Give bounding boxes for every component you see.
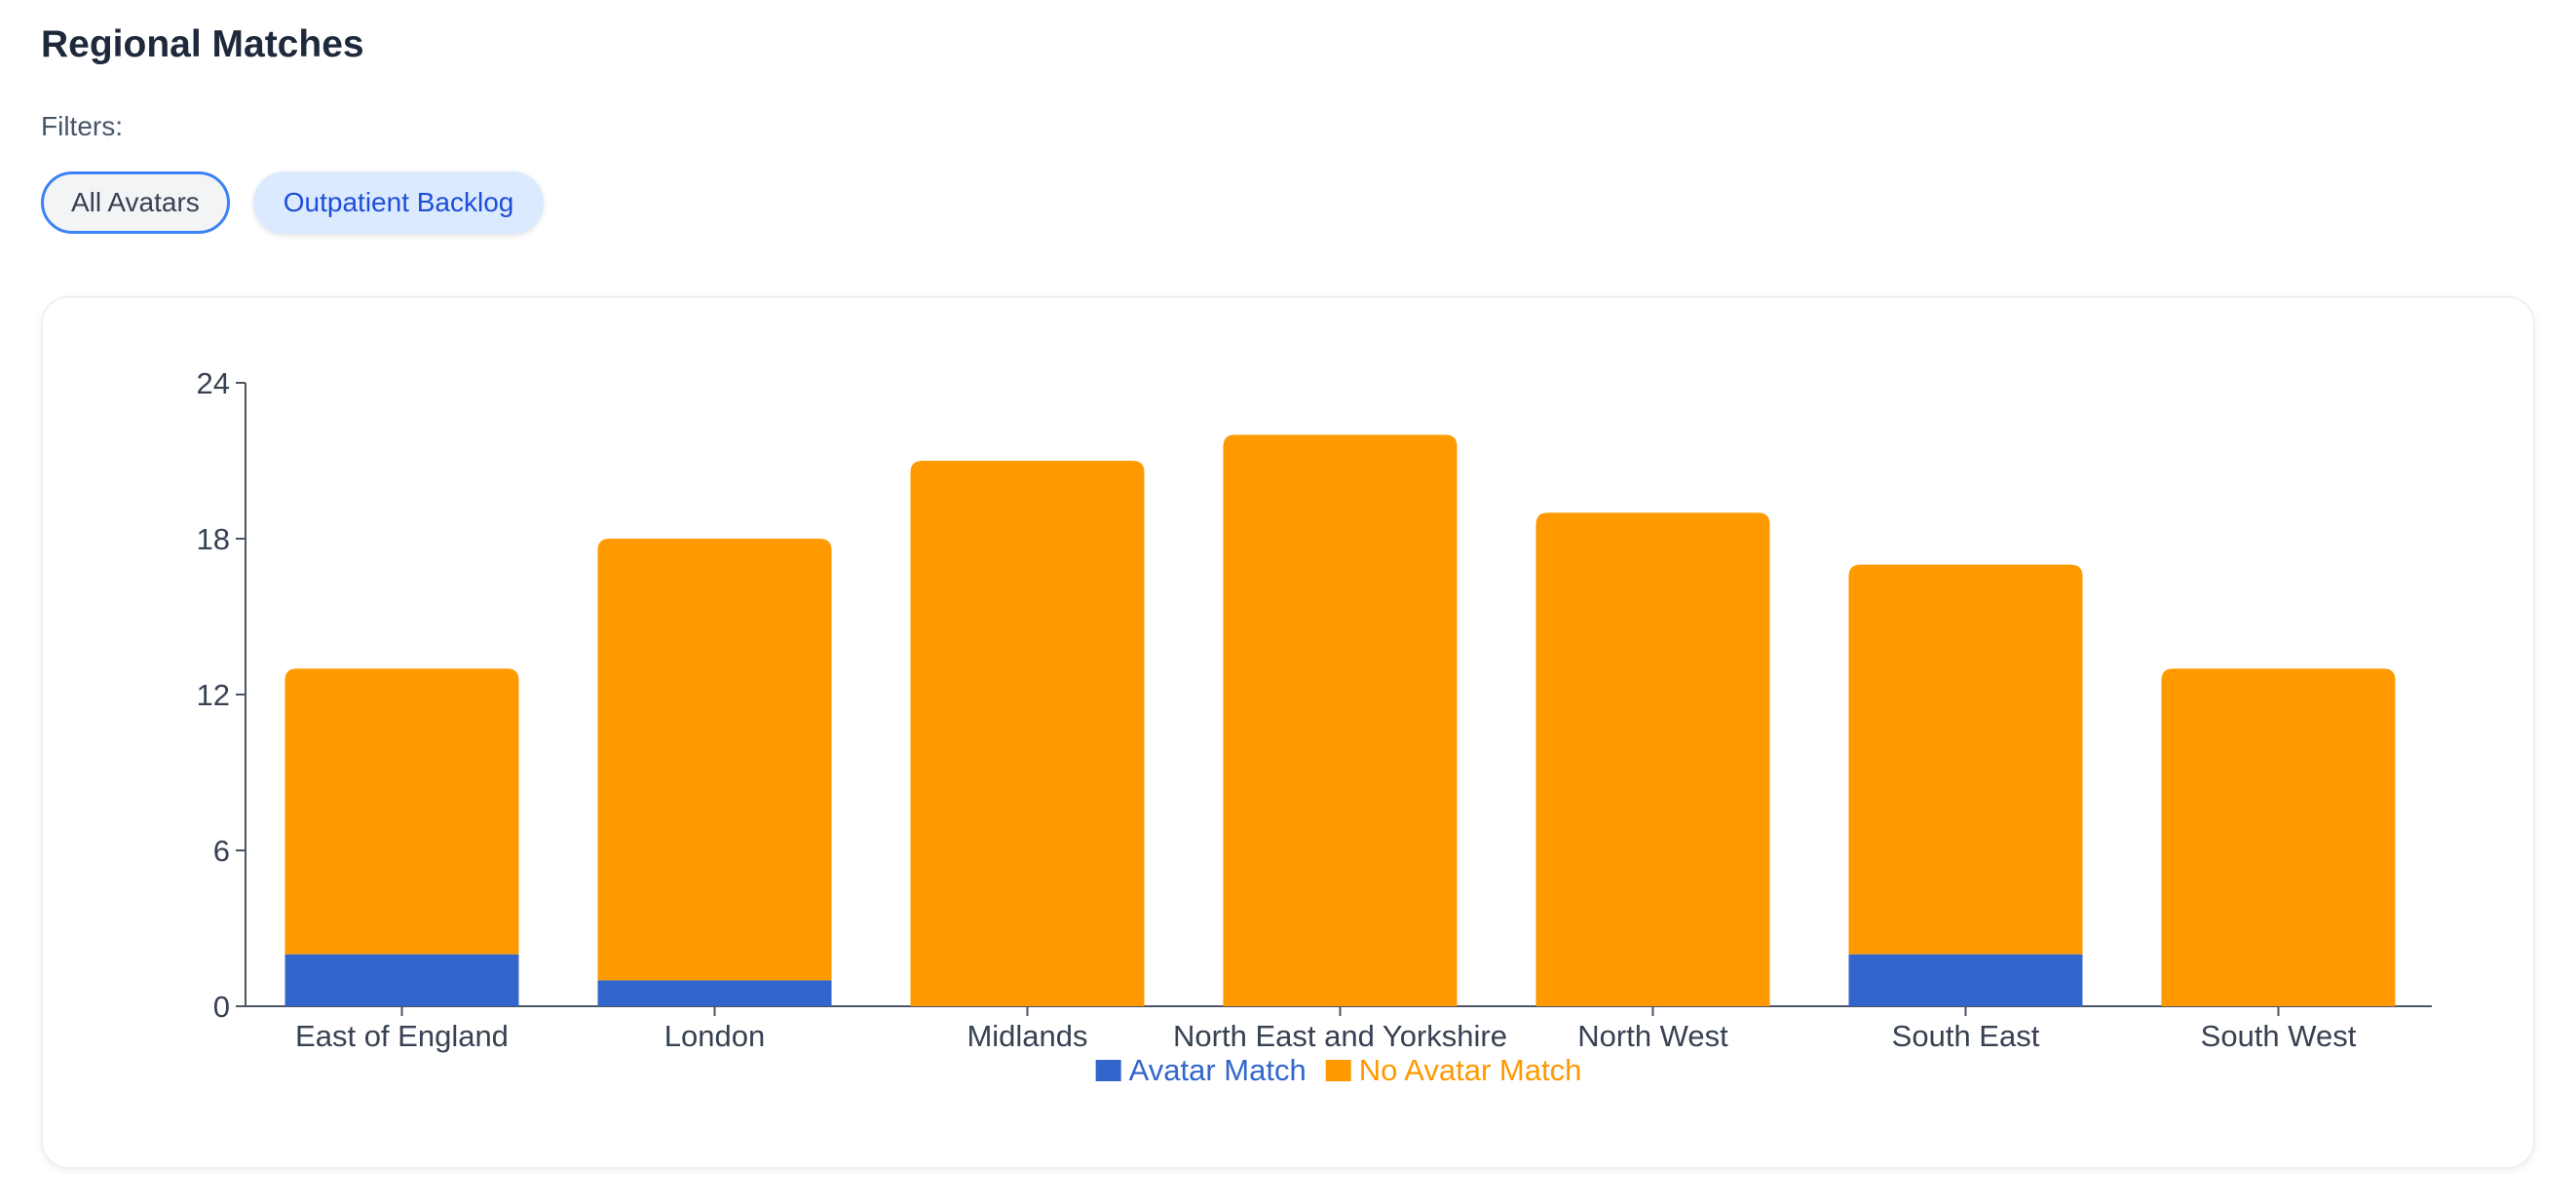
filter-chip-outpatient-backlog[interactable]: Outpatient Backlog [252, 171, 545, 234]
bar-no-avatar-match [1535, 512, 1770, 1006]
legend-swatch-avatar-match [1095, 1060, 1121, 1081]
bar-no-avatar-match [1223, 434, 1458, 1006]
x-category-label: East of England [295, 1019, 509, 1053]
x-category-label: South West [2201, 1019, 2357, 1053]
y-tick-label: 24 [197, 366, 230, 400]
x-category-label: London [664, 1019, 765, 1053]
chart-card: 0 6 12 18 24 East of England London Midlands Nor… [41, 296, 2535, 1169]
regional-matches-chart: 0 6 12 18 24 East of England London Midlands Nor… [197, 366, 2432, 1087]
legend-label-avatar-match: Avatar Match [1129, 1053, 1307, 1087]
filters-label: Filters: [41, 111, 123, 141]
bar-no-avatar-match [284, 668, 519, 955]
bar-no-avatar-match [597, 539, 832, 981]
filter-chips: All Avatars Outpatient Backlog [41, 171, 545, 234]
legend-swatch-no-avatar-match [1325, 1060, 1351, 1081]
page-title: Regional Matches [41, 23, 364, 65]
x-category-label: Midlands [966, 1019, 1087, 1053]
x-category-label: North East and Yorkshire [1173, 1019, 1507, 1053]
x-category-label: South East [1892, 1019, 2040, 1053]
bar-no-avatar-match [2161, 668, 2396, 1006]
bar-no-avatar-match [910, 461, 1145, 1006]
y-tick-label: 12 [197, 678, 230, 712]
filter-chip-all-avatars[interactable]: All Avatars [41, 171, 230, 234]
bar-avatar-match [597, 980, 832, 1006]
y-tick-label: 6 [213, 834, 230, 868]
bar-no-avatar-match [1848, 564, 2083, 955]
y-tick-label: 0 [213, 990, 230, 1024]
bar-avatar-match [284, 954, 519, 1006]
y-tick-label: 18 [197, 522, 230, 556]
legend-label-no-avatar-match: No Avatar Match [1359, 1053, 1582, 1087]
x-category-label: North West [1577, 1019, 1728, 1053]
bar-avatar-match [1848, 954, 2083, 1006]
